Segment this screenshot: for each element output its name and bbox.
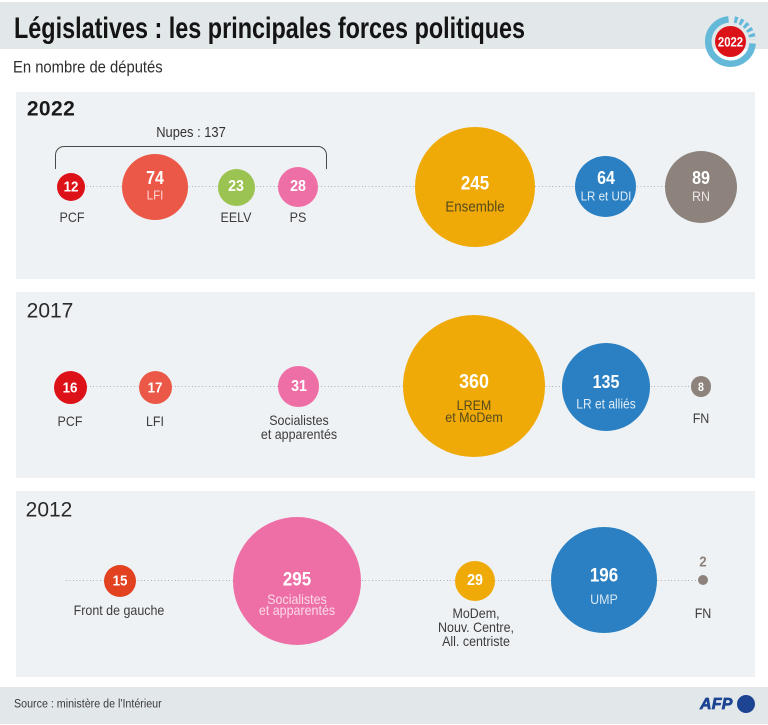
svg-text:2022: 2022 <box>718 34 743 49</box>
